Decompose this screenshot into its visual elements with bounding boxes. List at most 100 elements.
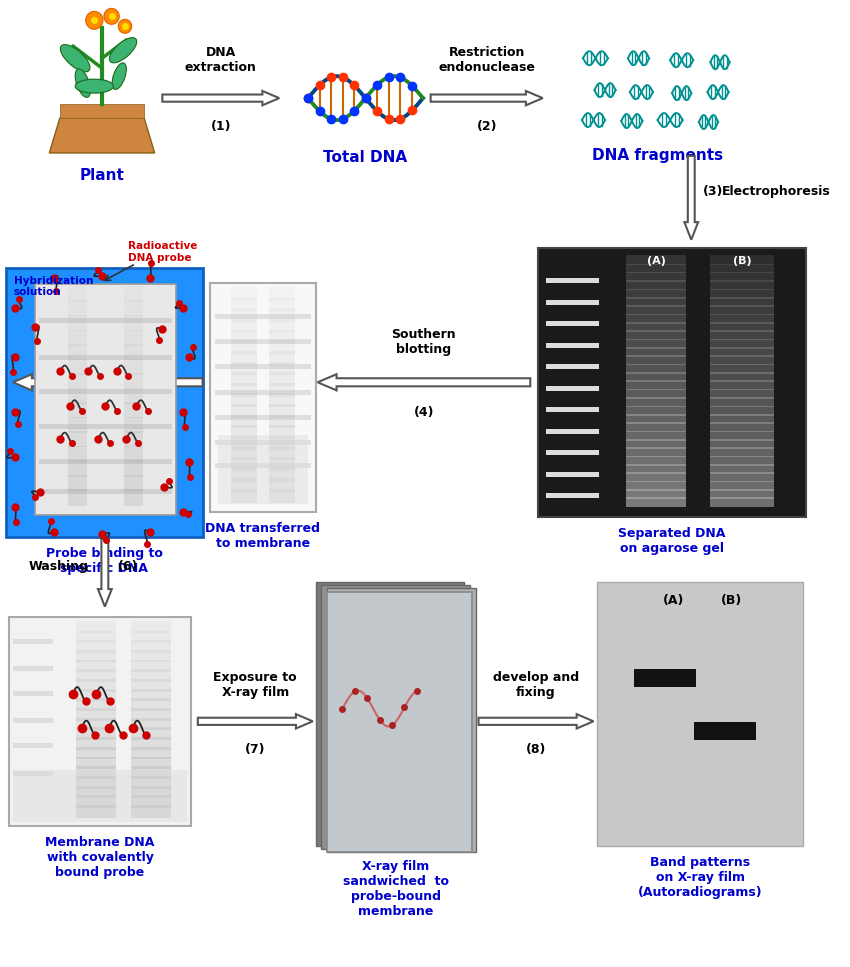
Bar — [710, 473, 774, 483]
Bar — [626, 338, 685, 349]
Bar — [39, 424, 172, 429]
Bar — [626, 389, 685, 398]
Bar — [68, 359, 87, 375]
Bar — [68, 489, 87, 506]
Bar — [626, 473, 685, 483]
Polygon shape — [318, 374, 530, 391]
Bar — [710, 439, 774, 449]
Bar — [546, 472, 599, 477]
Bar — [68, 344, 87, 361]
Text: (4): (4) — [414, 406, 434, 420]
Bar — [710, 364, 774, 374]
Bar — [39, 317, 172, 323]
Bar — [68, 417, 87, 433]
Bar — [76, 708, 116, 720]
Bar — [13, 718, 53, 723]
Bar — [76, 630, 116, 643]
Bar — [131, 806, 171, 818]
Bar — [710, 489, 774, 499]
Bar — [131, 796, 171, 808]
Bar — [230, 415, 258, 428]
Bar — [626, 397, 685, 407]
Text: Separated DNA
on agarose gel: Separated DNA on agarose gel — [619, 527, 726, 555]
Polygon shape — [684, 156, 698, 240]
Text: Hybridization
solution: Hybridization solution — [14, 276, 94, 297]
Bar — [76, 669, 116, 682]
Bar — [230, 404, 258, 418]
Bar — [626, 280, 685, 290]
Bar — [230, 351, 258, 365]
Bar — [6, 268, 202, 537]
Text: (8): (8) — [526, 744, 547, 756]
Bar — [13, 639, 53, 644]
Bar — [269, 415, 295, 428]
Bar — [710, 288, 774, 299]
Bar — [131, 679, 171, 691]
Text: Plant: Plant — [80, 168, 124, 183]
Bar — [76, 689, 116, 701]
Bar — [710, 497, 774, 508]
Bar — [124, 446, 143, 462]
Text: Radioactive
DNA probe: Radioactive DNA probe — [128, 241, 197, 263]
Bar — [124, 344, 143, 361]
Bar — [230, 298, 258, 311]
Bar — [269, 468, 295, 482]
Bar — [124, 373, 143, 390]
Bar — [626, 356, 685, 366]
Bar — [13, 770, 187, 822]
Bar — [131, 785, 171, 798]
Text: Southern
blotting: Southern blotting — [392, 329, 456, 357]
Bar — [76, 659, 116, 672]
Bar — [327, 588, 476, 852]
Bar — [76, 756, 116, 769]
Bar — [124, 301, 143, 316]
Bar — [694, 722, 756, 741]
Bar — [626, 430, 685, 441]
Bar — [124, 315, 143, 331]
Bar — [269, 489, 295, 503]
Bar — [131, 630, 171, 643]
Polygon shape — [198, 715, 313, 728]
Polygon shape — [479, 715, 593, 728]
Bar — [131, 659, 171, 672]
Bar — [626, 322, 685, 332]
Bar — [710, 372, 774, 382]
Bar — [626, 448, 685, 457]
Bar — [68, 286, 87, 302]
Bar — [131, 689, 171, 701]
Text: Exposure to
X-ray film: Exposure to X-ray film — [213, 671, 298, 699]
Bar — [76, 766, 116, 778]
Bar — [9, 617, 191, 826]
Bar — [230, 394, 258, 407]
Bar — [76, 737, 116, 749]
Bar — [215, 390, 311, 395]
Ellipse shape — [60, 44, 90, 72]
Bar — [269, 319, 295, 333]
Bar — [546, 407, 599, 412]
Text: Membrane DNA
with covalently
bound probe: Membrane DNA with covalently bound probe — [45, 836, 155, 879]
Bar — [215, 415, 311, 420]
Bar — [13, 666, 53, 671]
Bar — [68, 330, 87, 346]
Bar — [39, 390, 172, 395]
Text: (B): (B) — [733, 255, 751, 266]
Bar — [230, 383, 258, 396]
Bar — [124, 431, 143, 448]
Bar — [710, 313, 774, 324]
Polygon shape — [13, 374, 202, 391]
Text: Restriction
endonuclease: Restriction endonuclease — [439, 46, 536, 74]
Bar — [710, 255, 774, 265]
Bar — [131, 698, 171, 711]
Text: (6): (6) — [118, 560, 139, 573]
Polygon shape — [431, 91, 543, 105]
Bar — [710, 306, 774, 315]
Bar — [230, 468, 258, 482]
Bar — [131, 708, 171, 720]
Bar — [131, 718, 171, 730]
Bar — [68, 373, 87, 390]
Bar — [710, 356, 774, 366]
Bar — [230, 308, 258, 322]
Bar — [215, 365, 311, 369]
Bar — [131, 776, 171, 788]
Bar — [598, 582, 803, 846]
